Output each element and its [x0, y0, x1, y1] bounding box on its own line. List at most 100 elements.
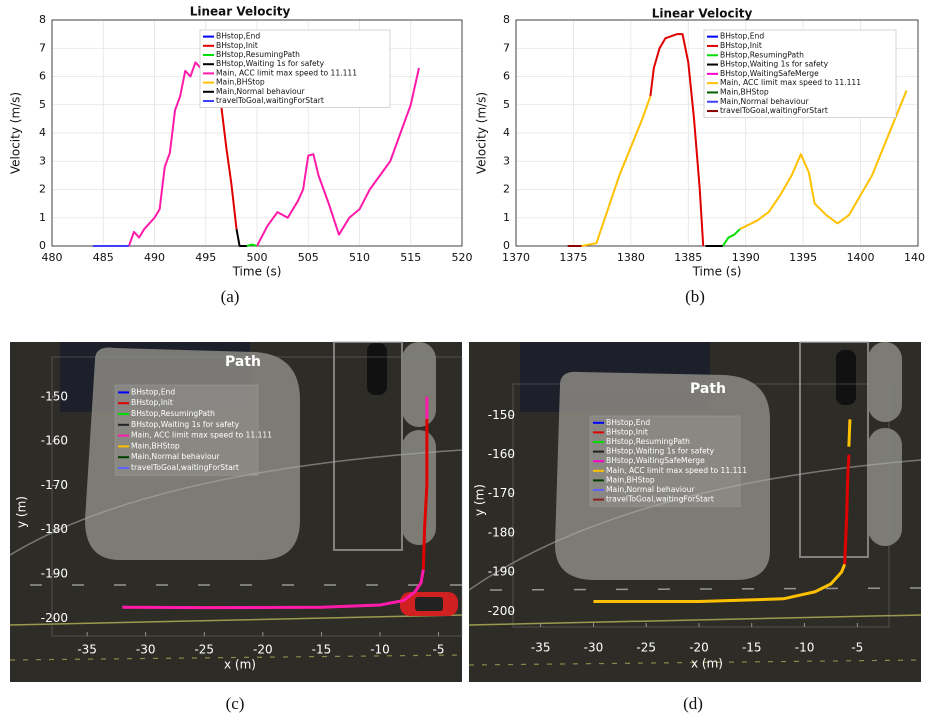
x-tick-label: -10	[795, 641, 815, 655]
legend-label: Main,Normal behaviour	[216, 87, 305, 96]
legend-label: BHstop,ResumingPath	[216, 50, 300, 59]
x-tick-label: 1400	[847, 251, 875, 264]
x-tick-label: 500	[247, 251, 268, 264]
x-axis-label: x (m)	[691, 657, 723, 671]
legend-label: BHstop,WaitingSafeMerge	[720, 69, 819, 78]
y-tick-label: -170	[41, 478, 68, 492]
series-line	[235, 228, 247, 247]
y-tick-label: 2	[39, 183, 46, 196]
x-tick-label: -20	[689, 641, 709, 655]
y-tick-label: 7	[39, 41, 46, 54]
legend-label: Main,BHStop	[720, 87, 769, 96]
series-line	[122, 396, 429, 610]
x-tick-label: -20	[253, 643, 273, 657]
legend-label: BHstop,ResumingPath	[606, 437, 690, 446]
y-tick-label: -150	[488, 408, 515, 422]
series-line	[593, 419, 852, 604]
x-tick-label: 490	[144, 251, 165, 264]
chart-panel: 1370 1375 1380 1385 1390 1395 1400 1405 0 1 2 3 4 5 6 7…	[475, 7, 925, 306]
x-tick-label: -35	[531, 641, 551, 655]
caption: (d)	[683, 694, 703, 713]
legend-box	[589, 415, 741, 507]
series-line	[581, 90, 908, 247]
legend-label: travelToGoal,waitingForStart	[606, 495, 714, 504]
y-tick-label: 6	[39, 70, 46, 83]
legend-label: BHstop,End	[216, 32, 260, 41]
chart-panel: 480 485 490 495 500 505 510 515 520 0 1 2 3 4 5 6 7 8 Line…	[9, 5, 473, 306]
legend-label: Main, ACC limit max speed to 11.111	[216, 68, 357, 77]
y-tick-label: 5	[39, 98, 46, 111]
series-line	[246, 243, 258, 247]
series-line	[843, 454, 851, 565]
y-tick-label: -190	[41, 567, 68, 581]
x-tick-label: -30	[584, 641, 604, 655]
caption: (a)	[221, 287, 240, 306]
legend-label: Main,Normal behaviour	[720, 97, 809, 106]
x-tick-label: -25	[194, 643, 214, 657]
x-tick-label: 1385	[674, 251, 702, 264]
y-tick-label: 6	[503, 70, 510, 83]
legend-label: BHstop,Waiting 1s for safety	[720, 60, 829, 69]
y-tick-label: -150	[41, 389, 68, 403]
y-tick-label: 1	[39, 211, 46, 224]
y-tick-label: -160	[41, 434, 68, 448]
x-tick-label: 520	[452, 251, 473, 264]
legend-label: BHstop,Init	[720, 41, 762, 50]
legend-label: travelToGoal,waitingForStart	[131, 463, 239, 472]
y-axis-label: Velocity (m/s)	[475, 92, 489, 174]
legend-label: BHstop,ResumingPath	[131, 409, 215, 418]
y-tick-label: 4	[503, 126, 510, 139]
chart-title: Linear Velocity	[652, 7, 753, 21]
x-tick-label: -5	[433, 643, 445, 657]
legend-box	[199, 29, 391, 108]
y-tick-label: 7	[503, 41, 510, 54]
y-axis-label: Velocity (m/s)	[9, 92, 23, 174]
legend-label: Main,Normal behaviour	[131, 452, 220, 461]
x-tick-label: 515	[400, 251, 421, 264]
series-line	[127, 39, 420, 247]
legend-label: BHstop,End	[131, 387, 175, 396]
x-axis-label: Time (s)	[692, 265, 742, 279]
legend-label: BHstop,Waiting 1s for safety	[606, 447, 715, 456]
legend-label: Main,BHStop	[131, 441, 180, 450]
y-tick-label: 8	[503, 13, 510, 26]
y-tick-label: 0	[503, 239, 510, 252]
legend-label: BHstop,Init	[216, 41, 258, 50]
x-tick-label: -10	[370, 643, 390, 657]
legend-label: travelToGoal,waitingForStart	[216, 96, 324, 105]
x-tick-label: 1390	[732, 251, 760, 264]
series-line	[721, 228, 741, 247]
legend-label: Main,BHStop	[606, 475, 655, 484]
y-tick-label: 2	[503, 183, 510, 196]
y-tick-label: -200	[488, 604, 515, 618]
y-tick-label: -160	[488, 447, 515, 461]
y-axis-label: y (m)	[473, 484, 487, 516]
x-tick-label: 480	[42, 251, 63, 264]
chart-title: Path	[690, 381, 726, 397]
legend-box	[703, 29, 897, 118]
legend-label: Main, ACC limit max speed to 11.111	[720, 78, 861, 87]
legend-label: BHstop,Waiting 1s for safety	[216, 59, 325, 68]
x-tick-label: 1405	[904, 251, 925, 264]
y-tick-label: 0	[39, 239, 46, 252]
x-tick-label: -25	[636, 641, 656, 655]
x-tick-label: -15	[742, 641, 762, 655]
y-tick-label: 1	[503, 211, 510, 224]
y-tick-label: 8	[39, 13, 46, 26]
legend-label: Main,BHStop	[216, 78, 265, 87]
x-tick-label: 1380	[617, 251, 645, 264]
chart-panel: -35 -30 -25 -20 -15 -10 -5 -150 -160 -170 -180 -190…	[473, 381, 864, 713]
series-line	[421, 419, 429, 570]
chart-title: Linear Velocity	[190, 5, 291, 19]
legend-label: BHstop,Init	[606, 427, 648, 436]
chart-title: Path	[225, 354, 261, 370]
chart-panel: -35 -30 -25 -20 -15 -10 -5 -150 -160 -170 -180 -190…	[15, 354, 445, 713]
x-tick-label: -35	[77, 643, 97, 657]
y-tick-label: -180	[41, 522, 68, 536]
y-tick-label: -180	[488, 525, 515, 539]
y-tick-label: -170	[488, 486, 515, 500]
legend-label: travelToGoal,waitingForStart	[720, 106, 828, 115]
y-tick-label: 4	[39, 126, 46, 139]
x-tick-label: -15	[312, 643, 332, 657]
